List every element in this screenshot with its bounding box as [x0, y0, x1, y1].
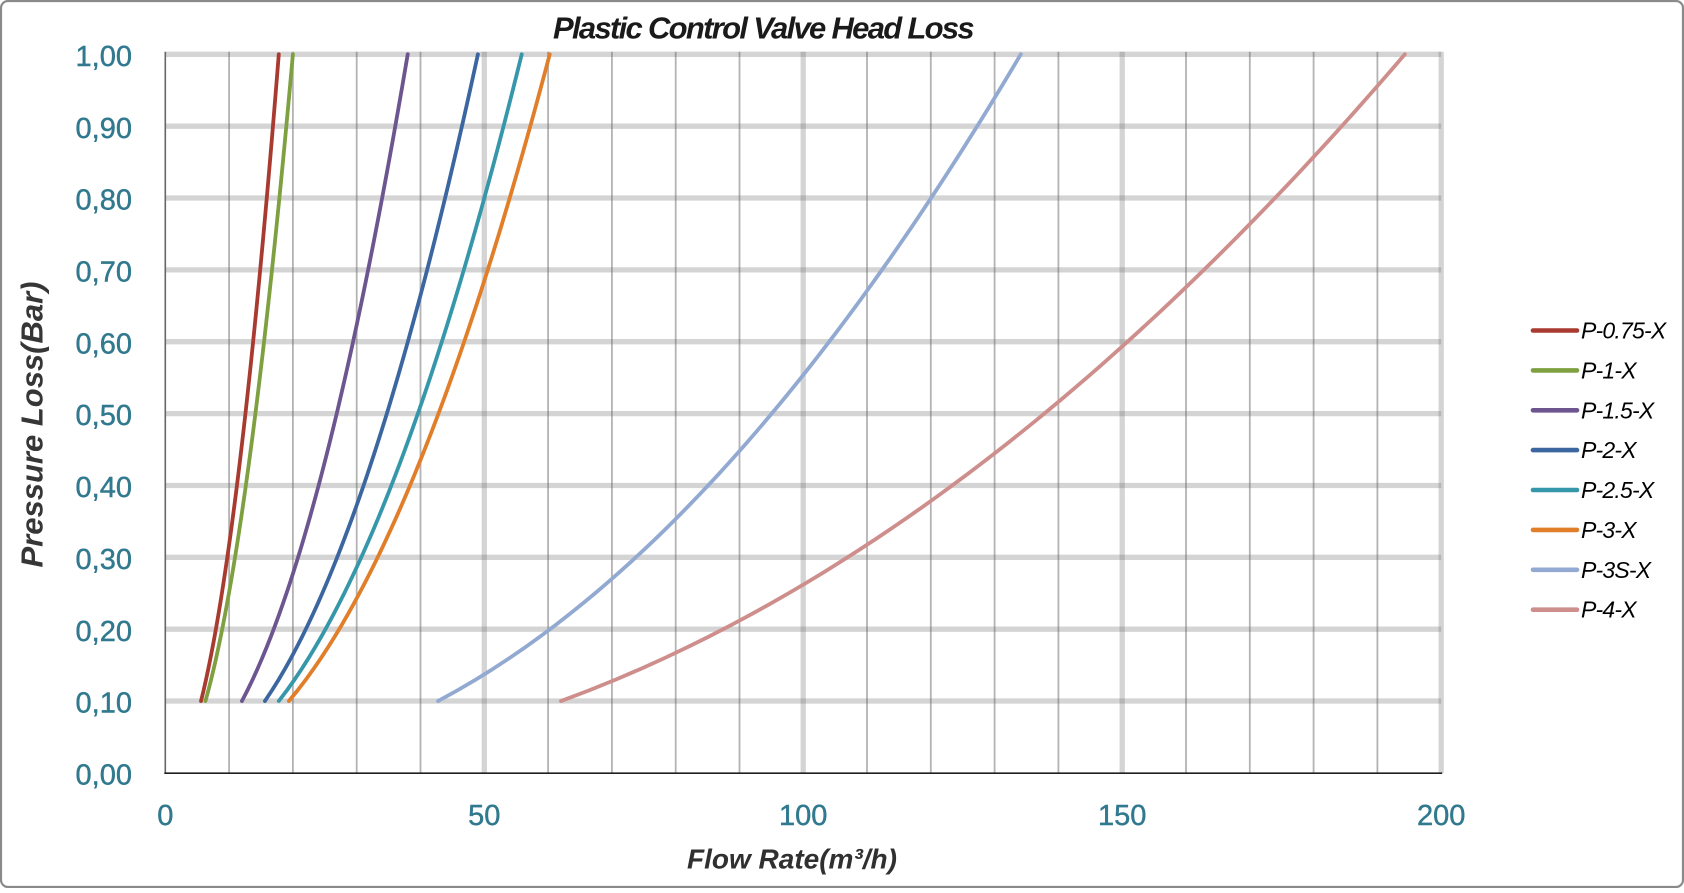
svg-text:1,00: 1,00	[76, 41, 132, 73]
svg-text:0,90: 0,90	[76, 113, 132, 145]
svg-text:0,30: 0,30	[76, 544, 132, 576]
svg-text:Flow Rate(m³/h): Flow Rate(m³/h)	[687, 844, 897, 875]
svg-text:0,40: 0,40	[76, 472, 132, 504]
svg-text:Pressure Loss(Bar): Pressure Loss(Bar)	[15, 281, 50, 567]
svg-text:0,80: 0,80	[76, 185, 132, 217]
svg-text:Plastic Control Valve Head Los: Plastic Control Valve Head Loss	[553, 11, 974, 46]
svg-text:0: 0	[157, 800, 173, 832]
svg-text:P-4-X: P-4-X	[1581, 597, 1638, 623]
svg-text:P-1.5-X: P-1.5-X	[1581, 397, 1656, 423]
svg-text:0,00: 0,00	[76, 760, 132, 792]
svg-text:0,50: 0,50	[76, 400, 132, 432]
svg-text:0,70: 0,70	[76, 257, 132, 289]
svg-text:P-2-X: P-2-X	[1581, 437, 1638, 463]
svg-text:P-1-X: P-1-X	[1581, 357, 1638, 383]
svg-text:P-3S-X: P-3S-X	[1581, 557, 1653, 583]
svg-text:50: 50	[468, 800, 500, 832]
svg-text:P-3-X: P-3-X	[1581, 517, 1638, 543]
svg-text:200: 200	[1417, 800, 1465, 832]
svg-text:100: 100	[779, 800, 827, 832]
svg-text:P-2.5-X: P-2.5-X	[1581, 477, 1656, 503]
svg-text:0,20: 0,20	[76, 616, 132, 648]
svg-text:150: 150	[1098, 800, 1146, 832]
svg-text:0,10: 0,10	[76, 688, 132, 720]
svg-text:0,60: 0,60	[76, 328, 132, 360]
svg-text:P-0.75-X: P-0.75-X	[1581, 318, 1668, 344]
